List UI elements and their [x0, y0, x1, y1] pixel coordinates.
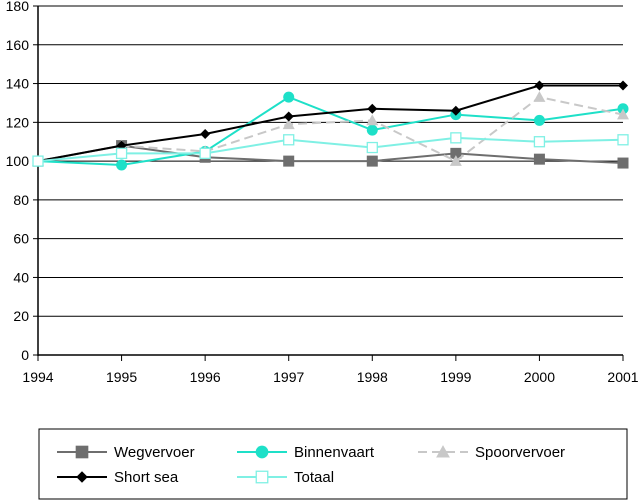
- data-point: [450, 147, 462, 159]
- legend-marker: [255, 445, 269, 459]
- data-point: [367, 103, 378, 114]
- data-point: [366, 141, 378, 154]
- legend: Wegvervoer Binnenvaart Spoorvervoer Short s…: [38, 428, 628, 500]
- data-point: [366, 155, 378, 167]
- data-point: [533, 153, 545, 165]
- data-point: [617, 108, 629, 120]
- data-point: [115, 147, 128, 160]
- series-line: [37, 96, 624, 163]
- legend-item: Short sea: [57, 469, 179, 486]
- legend-label: Binnenvaart: [294, 444, 375, 461]
- data-point: [282, 118, 295, 130]
- y-tick-label: 180: [6, 0, 30, 14]
- x-tick-label: 1995: [106, 369, 137, 385]
- data-point: [449, 155, 462, 166]
- data-point: [366, 114, 379, 126]
- legend-item: Wegvervoer: [57, 444, 195, 461]
- y-tick-label: 160: [6, 37, 30, 53]
- y-tick-label: 80: [13, 192, 29, 208]
- legend-item: Binnenvaart: [237, 444, 375, 461]
- y-tick-label: 20: [13, 308, 29, 324]
- data-point: [283, 91, 295, 103]
- legend-marker: [76, 471, 88, 483]
- data-point: [32, 155, 44, 167]
- x-tick-label: 2000: [524, 369, 555, 385]
- legend-label: Totaal: [294, 469, 334, 486]
- legend-marker: [255, 470, 269, 484]
- series-layer: [32, 80, 629, 171]
- legend-label: Wegvervoer: [114, 444, 195, 461]
- legend-marker: [75, 445, 89, 459]
- data-point: [283, 111, 294, 122]
- legend-item: Spoorvervoer: [418, 444, 565, 461]
- legend-marker: [436, 445, 450, 458]
- data-point: [283, 155, 295, 167]
- data-point: [617, 134, 629, 146]
- data-point: [366, 124, 378, 136]
- data-point: [534, 80, 545, 91]
- data-point: [450, 132, 462, 144]
- data-point: [617, 157, 629, 169]
- x-axis-tick-labels: 1994 1995 1996 1997 1998 1999 2000 2001: [22, 369, 638, 385]
- x-tick-label: 1997: [273, 369, 304, 385]
- data-point: [533, 114, 545, 126]
- legend-box: [38, 428, 628, 500]
- data-point: [450, 105, 461, 116]
- data-point: [618, 80, 628, 91]
- y-tick-label: 60: [13, 231, 29, 247]
- x-tick-label: 1994: [22, 369, 53, 385]
- x-tick-label: 1998: [357, 369, 388, 385]
- x-tick-label: 2001: [607, 369, 638, 385]
- y-tick-label: 120: [6, 114, 30, 130]
- y-tick-label: 100: [6, 153, 30, 169]
- x-tick-label: 1996: [190, 369, 221, 385]
- y-tick-label: 40: [13, 269, 29, 285]
- series-line: [37, 84, 623, 163]
- y-axis-tick-labels: 0 20 40 60 80 100 120 140 160 180: [6, 0, 30, 363]
- data-point: [116, 159, 128, 171]
- series-totaal: [32, 132, 629, 167]
- data-point: [283, 134, 295, 146]
- x-tick-label: 1999: [440, 369, 471, 385]
- data-point: [199, 147, 211, 160]
- axes: [33, 5, 624, 361]
- data-point: [533, 136, 546, 148]
- legend-item: Totaal: [237, 469, 334, 486]
- legend-label: Short sea: [114, 469, 179, 486]
- series-line: [37, 136, 624, 163]
- data-point: [533, 91, 546, 102]
- data-point: [200, 128, 211, 139]
- y-tick-label: 140: [6, 76, 30, 92]
- legend-label: Spoorvervoer: [475, 444, 565, 461]
- y-tick-label: 0: [21, 347, 29, 363]
